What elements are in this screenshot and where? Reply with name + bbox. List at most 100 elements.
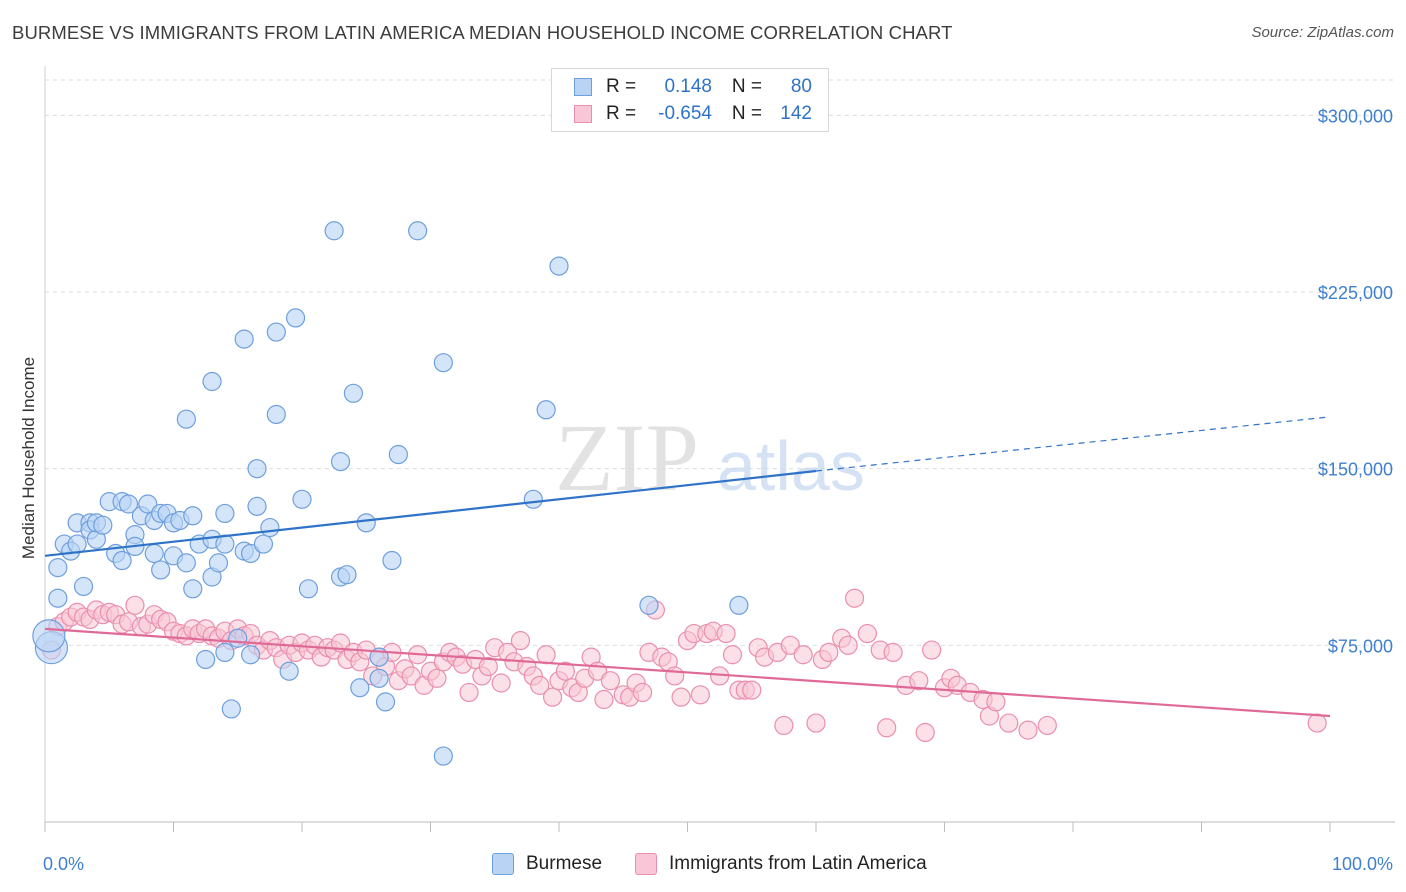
axes bbox=[44, 66, 1395, 832]
latin-america-point bbox=[530, 675, 550, 695]
burmese-point bbox=[266, 404, 286, 425]
burmese-point bbox=[67, 534, 87, 554]
burmese-point bbox=[375, 692, 396, 712]
latin-america-point bbox=[883, 642, 903, 663]
burmese-point bbox=[382, 550, 402, 571]
latin-america-trend-line bbox=[44, 627, 1331, 718]
burmese-point bbox=[93, 515, 113, 535]
burmese-point bbox=[208, 553, 229, 573]
latin-america-point bbox=[877, 718, 897, 738]
legend-swatch-burmese bbox=[574, 78, 592, 96]
burmese-point bbox=[247, 496, 267, 516]
burmese-point bbox=[228, 628, 248, 648]
burmese-point bbox=[48, 588, 68, 608]
burmese-point bbox=[523, 489, 543, 509]
latin-america-point bbox=[716, 623, 736, 644]
latin-america-point bbox=[722, 645, 743, 665]
burmese-point bbox=[260, 517, 280, 538]
burmese-point bbox=[241, 543, 261, 564]
latin-america-point bbox=[665, 666, 685, 686]
latin-america-point bbox=[1037, 715, 1057, 736]
legend-box: R = 0.148 N = 80 R = -0.654 N = 142 bbox=[551, 68, 829, 132]
series-latin-america bbox=[41, 588, 1327, 743]
latin-america-point bbox=[844, 588, 865, 608]
burmese-point bbox=[241, 645, 261, 665]
latin-america-point bbox=[690, 685, 710, 705]
burmese-point bbox=[337, 565, 357, 585]
legend-n-value: 80 bbox=[790, 76, 812, 97]
burmese-point bbox=[112, 550, 132, 571]
burmese-point bbox=[285, 308, 306, 328]
latin-america-point bbox=[459, 682, 479, 703]
burmese-point bbox=[176, 409, 196, 429]
bottom-legend-label-burmese: Burmese bbox=[526, 853, 603, 874]
latin-america-point bbox=[742, 680, 762, 700]
latin-america-point bbox=[806, 713, 826, 733]
latin-america-point bbox=[774, 715, 794, 736]
latin-america-point bbox=[793, 645, 813, 665]
burmese-point bbox=[73, 576, 94, 597]
burmese-point bbox=[388, 444, 408, 465]
legend-r-label: R = bbox=[606, 103, 637, 124]
latin-america-point bbox=[330, 633, 351, 653]
trend-lines bbox=[44, 416, 1331, 718]
bottom-legend-latin: Immigrants from Latin America bbox=[635, 852, 927, 876]
latin-america-point bbox=[478, 656, 498, 677]
burmese-point bbox=[183, 506, 203, 526]
burmese-point bbox=[138, 494, 158, 514]
legend-n-label: N = bbox=[731, 103, 762, 124]
burmese-point bbox=[433, 353, 453, 373]
latin-america-point bbox=[491, 673, 511, 693]
latin-america-point bbox=[780, 635, 800, 655]
y-tick-label: $225,000 bbox=[1318, 283, 1393, 303]
burmese-point bbox=[536, 400, 556, 420]
burmese-point bbox=[549, 256, 569, 276]
bottom-legend-burmese: Burmese bbox=[492, 852, 602, 876]
burmese-trend-line bbox=[44, 469, 817, 557]
burmese-point bbox=[292, 489, 312, 509]
latin-america-point bbox=[125, 595, 145, 615]
source-label: Source: ZipAtlas.com bbox=[1251, 24, 1394, 41]
bottom-legend-swatch-burmese bbox=[492, 853, 514, 875]
latin-america-point bbox=[510, 631, 531, 651]
latin-america-point bbox=[542, 687, 563, 707]
latin-america-point bbox=[594, 689, 614, 710]
latin-america-point bbox=[632, 682, 653, 703]
watermark-atlas: atlas bbox=[717, 427, 865, 505]
legend-n-value: 142 bbox=[780, 103, 812, 124]
y-axis-title: Median Household Income bbox=[19, 357, 38, 559]
bottom-legend-label-latin: Immigrants from Latin America bbox=[669, 853, 927, 874]
burmese-point bbox=[32, 619, 66, 653]
latin-america-point bbox=[857, 623, 878, 644]
y-tick-label: $150,000 bbox=[1318, 460, 1393, 480]
latin-america-point bbox=[922, 640, 942, 660]
chart-title: BURMESE VS IMMIGRANTS FROM LATIN AMERICA… bbox=[12, 22, 953, 43]
legend-row-burmese: R = 0.148 N = 80 bbox=[574, 74, 812, 100]
burmese-point bbox=[266, 322, 286, 342]
burmese-point bbox=[279, 661, 299, 681]
burmese-point bbox=[356, 513, 376, 533]
latin-america-point bbox=[909, 671, 929, 691]
burmese-point bbox=[330, 452, 351, 472]
burmese-point bbox=[369, 668, 389, 688]
x-tick-label: 0.0% bbox=[43, 854, 84, 874]
tick-labels: $75,000 $150,000 $225,000 $300,000 0.0% 100.0… bbox=[43, 106, 1393, 874]
burmese-point bbox=[221, 699, 241, 719]
legend-n-label: N = bbox=[731, 76, 762, 97]
legend-r-label: R = bbox=[606, 76, 637, 97]
watermark: ZIP atlas bbox=[555, 404, 865, 511]
watermark-zip: ZIP bbox=[555, 404, 699, 511]
burmese-point bbox=[408, 221, 428, 241]
burmese-point bbox=[343, 383, 363, 403]
burmese-point bbox=[48, 557, 68, 578]
burmese-point bbox=[183, 579, 203, 599]
latin-america-point bbox=[915, 722, 935, 743]
latin-america-point bbox=[986, 692, 1006, 712]
burmese-point bbox=[253, 534, 274, 554]
latin-america-point bbox=[1307, 713, 1327, 733]
latin-america-point bbox=[555, 661, 576, 681]
latin-america-point bbox=[536, 645, 556, 665]
latin-america-point bbox=[401, 666, 421, 686]
legend-swatch-latin bbox=[574, 105, 592, 123]
